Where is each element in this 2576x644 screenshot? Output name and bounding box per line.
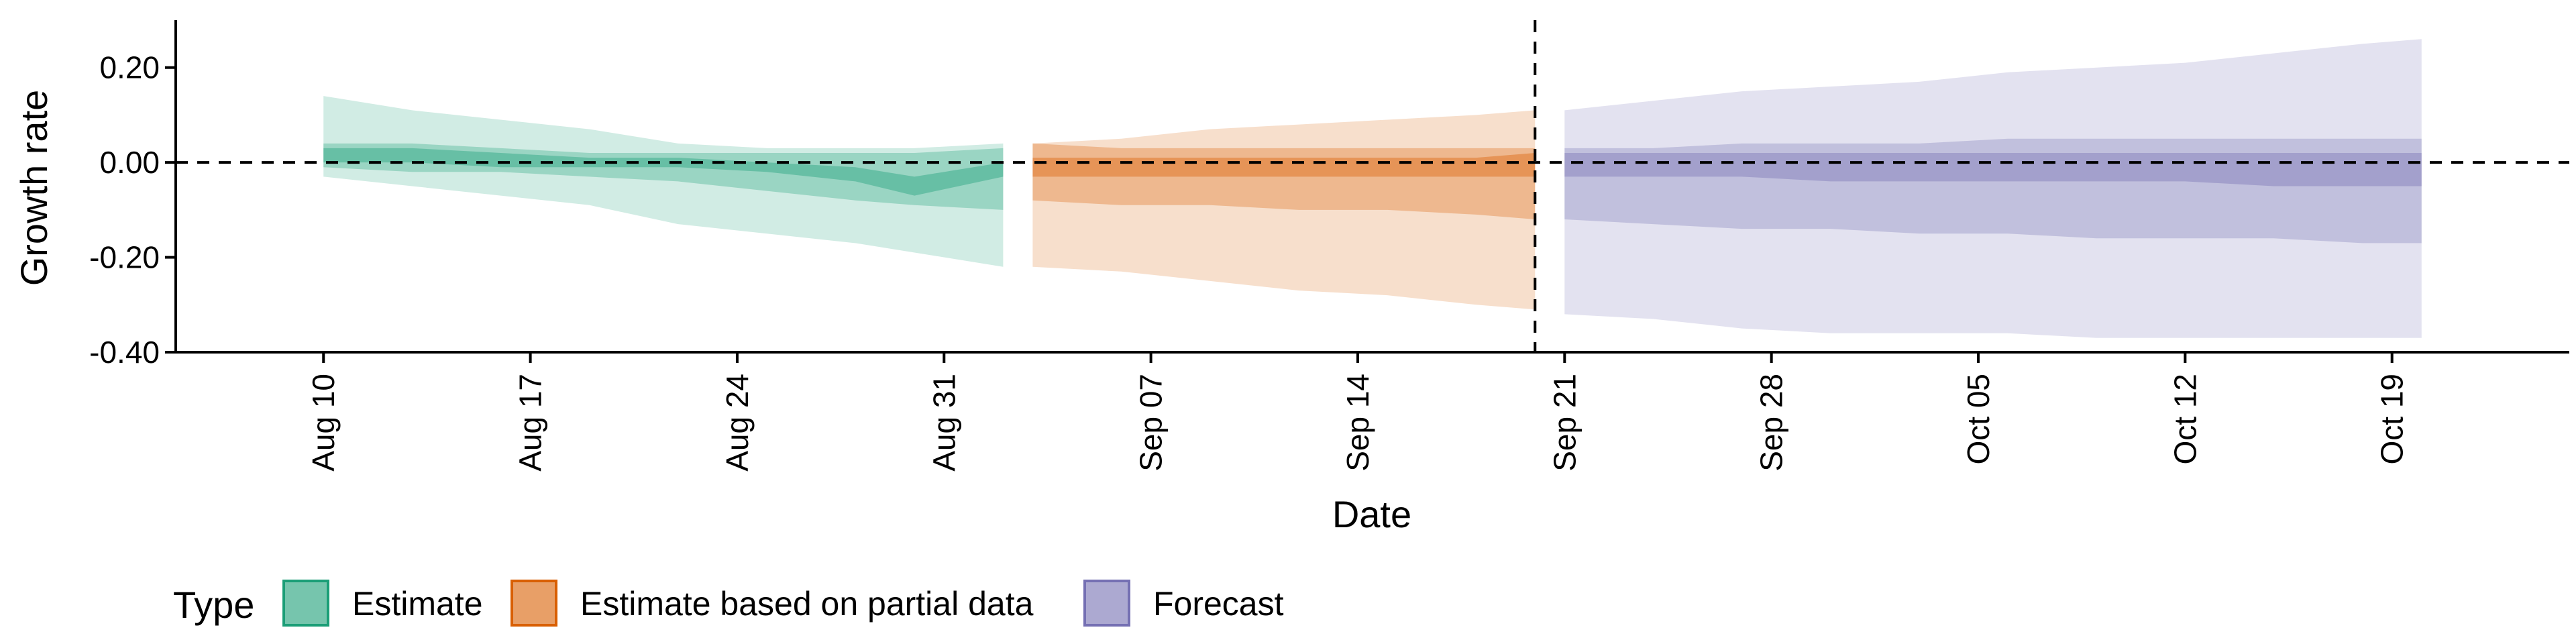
y-tick-label: 0.20: [99, 50, 160, 85]
legend-title: Type: [173, 584, 254, 626]
x-tick-label: Sep 14: [1340, 374, 1375, 472]
x-tick-label: Oct 19: [2375, 374, 2410, 465]
y-tick-label: 0.00: [99, 145, 160, 180]
estimate-band-90: [323, 96, 1004, 267]
legend: Type Estimate Estimate based on partial d…: [173, 580, 1284, 627]
band-layer: [323, 39, 2422, 338]
x-tick-label: Aug 31: [926, 374, 961, 472]
legend-swatch-estimate-based-on-partial-data: [511, 580, 557, 627]
legend-label-forecast: Forecast: [1153, 585, 1284, 623]
legend-swatch-forecast: [1083, 580, 1130, 627]
forecast-band-20: [1564, 153, 2422, 186]
estimate-band-50: [323, 143, 1004, 210]
x-tick-label: Sep 28: [1754, 374, 1789, 472]
estimate-based-on-partial-data-band-20: [1032, 153, 1536, 177]
axes: 0.20 0.00 -0.20 -0.40 Aug 10 Aug 17 Aug 24 Aug …: [89, 20, 2569, 472]
forecast-band-90: [1564, 39, 2422, 338]
x-tick-label: Sep 07: [1134, 374, 1169, 472]
forecast-band-50: [1564, 138, 2422, 244]
legend-label-estimate-based-on-partial-data: Estimate based on partial data: [580, 585, 1034, 623]
y-axis-title: Growth rate: [13, 90, 55, 286]
x-tick-label: Oct 05: [1961, 374, 1996, 465]
y-tick-label: -0.40: [89, 335, 160, 370]
estimate-based-on-partial-data-band-90: [1032, 110, 1536, 310]
x-tick-label: Oct 12: [2167, 374, 2202, 465]
x-tick-label: Sep 21: [1547, 374, 1582, 472]
x-tick-label: Aug 17: [513, 374, 548, 472]
x-tick-label: Aug 10: [306, 374, 341, 472]
y-tick-label: -0.20: [89, 240, 160, 275]
legend-swatch-estimate: [282, 580, 329, 627]
legend-label-estimate: Estimate: [352, 585, 483, 623]
estimate-band-20: [323, 148, 1004, 196]
x-axis-title: Date: [1332, 493, 1411, 535]
x-tick-label: Aug 24: [720, 374, 755, 472]
